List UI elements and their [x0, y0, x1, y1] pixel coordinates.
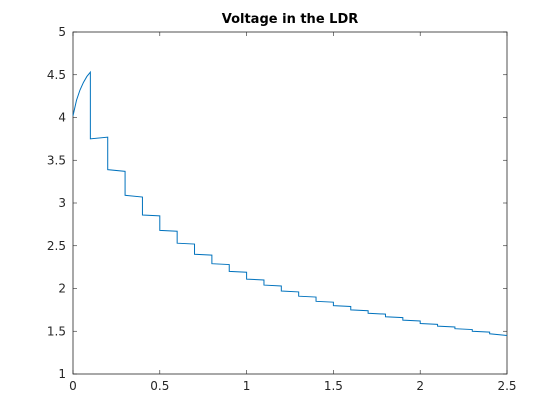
x-tick-label: 2	[416, 379, 424, 393]
x-tick-label: 0	[69, 379, 77, 393]
y-tick-label: 3	[58, 196, 66, 210]
x-tick-label: 0.5	[150, 379, 169, 393]
y-tick-label: 1	[58, 367, 66, 381]
x-tick-label: 2.5	[497, 379, 516, 393]
y-tick-label: 3.5	[47, 153, 66, 167]
x-tick-label: 1.5	[324, 379, 343, 393]
y-tick-label: 2.5	[47, 239, 66, 253]
y-tick-label: 4.5	[47, 68, 66, 82]
y-tick-label: 1.5	[47, 324, 66, 338]
data-line	[72, 70, 508, 337]
x-tick-label: 1	[243, 379, 251, 393]
y-tick-label: 5	[58, 25, 66, 39]
y-tick-label: 4	[58, 111, 66, 125]
y-tick-label: 2	[58, 282, 66, 296]
chart-title: Voltage in the LDR	[222, 12, 359, 27]
axes-box	[72, 31, 508, 375]
